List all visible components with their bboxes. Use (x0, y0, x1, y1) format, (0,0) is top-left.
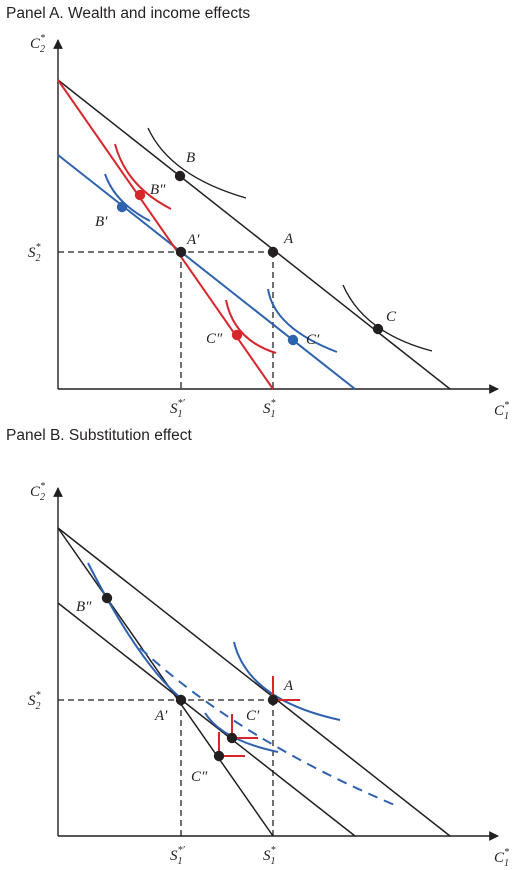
panel-a-label-a: A (283, 231, 294, 247)
panel-b-tick-s1-prime: S1*′ (170, 845, 186, 867)
panel-a-point-c-dprime (231, 329, 243, 341)
panel-a-y-axis-label: C2* (30, 33, 45, 55)
panel-b-label-a: A (283, 678, 294, 694)
panel-a-label-b-prime: B′ (95, 214, 108, 230)
panel-a-indifference-curve-b-dprime (114, 143, 172, 210)
panel-a-label-b: B (186, 150, 195, 166)
panel-a-red-budget-line (57, 79, 274, 390)
panel-a-indifference-curve-c-prime (267, 288, 338, 353)
panel-b-indifference-curve-b-dprime (87, 562, 184, 701)
panel-a-indifference-curve-c-dprime (225, 299, 277, 354)
panel-a-label-c-dprime: C″ (206, 331, 223, 347)
panel-b-label-a-prime: A′ (154, 708, 168, 724)
panel-a-label-c: C (386, 309, 397, 325)
panel-b-title: Panel B. Substitution effect (6, 427, 192, 444)
panel-b-point-a-prime (175, 694, 187, 706)
panel-b-y-axis-label: C2* (30, 481, 45, 503)
panel-a-label-b-dprime: B″ (150, 182, 166, 198)
panel-b-point-c-prime (226, 732, 238, 744)
panel-b-x-axis-label: C1* (494, 847, 509, 869)
panel-a-point-b-prime (116, 201, 128, 213)
panel-a-tick-s1: S1* (263, 398, 276, 420)
panel-a-point-c (372, 323, 384, 335)
panel-b-indifference-curve-a (233, 641, 341, 721)
panel-a-title: Panel A. Wealth and income effects (6, 5, 251, 22)
panel-a-point-a-prime (175, 246, 187, 258)
panel-b-label-c-dprime: C″ (191, 769, 208, 785)
panel-b-point-a (267, 694, 279, 706)
panel-b-point-b-dprime (101, 592, 113, 604)
panel-a-point-b (174, 170, 186, 182)
panel-b-tick-s1: S1* (263, 845, 276, 867)
panel-b-dashed-indifference-curve (139, 647, 398, 807)
panel-a-indifference-curve-b-prime (104, 173, 151, 222)
panel-b-parallel-budget-line (57, 602, 356, 837)
panel-a-indifference-curve-b (147, 127, 247, 199)
panel-a-label-c-prime: C′ (306, 332, 320, 348)
panel-b-point-c-dprime (213, 750, 225, 762)
panel-b-label-c-prime: C′ (246, 708, 260, 724)
panel-a-label-a-prime: A′ (186, 232, 200, 248)
panel-b-tick-s2: S2* (28, 690, 41, 712)
panel-a-tick-s2: S2* (28, 242, 41, 264)
panel-a-x-axis-label: C1* (494, 400, 509, 422)
panel-a-tick-s1-prime: S1*′ (170, 398, 186, 420)
panel-a-point-a (267, 246, 279, 258)
panel-a-original-budget-line (57, 79, 451, 390)
panel-b-original-budget-line (57, 527, 451, 837)
panel-b: C2* C1* S2* S1*′ S1* A A′ B″ C′ C″ (28, 481, 509, 869)
panel-a-blue-budget-line (57, 154, 356, 390)
panel-b-label-b-dprime: B″ (76, 599, 92, 615)
panel-a-point-c-prime (287, 334, 299, 346)
panel-a: C2* C1* S2* S1*′ S1* A B C A′ B′ C′ B″ C… (28, 33, 509, 422)
panel-a-point-b-dprime (134, 189, 146, 201)
